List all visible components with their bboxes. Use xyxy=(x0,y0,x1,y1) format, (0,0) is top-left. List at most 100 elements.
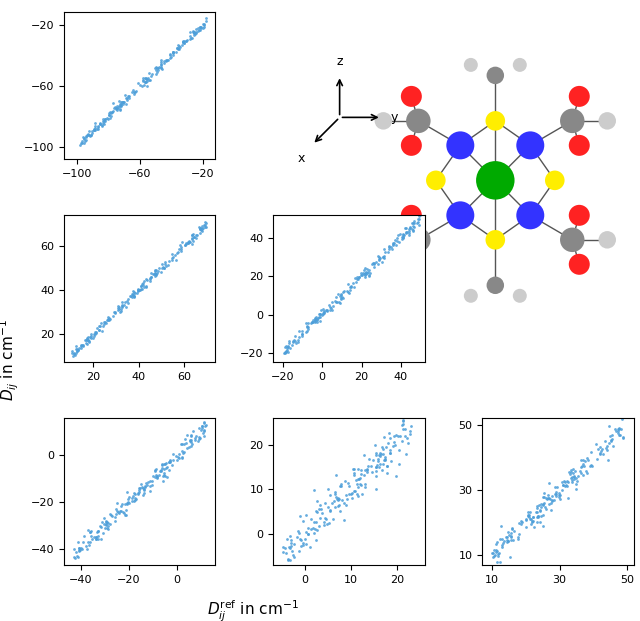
Point xyxy=(503,536,513,546)
Point xyxy=(99,514,109,524)
Point xyxy=(495,556,505,566)
Point xyxy=(581,466,591,476)
Point xyxy=(294,561,304,571)
Point xyxy=(103,114,113,124)
Point xyxy=(324,489,335,499)
Point xyxy=(99,116,109,125)
Point xyxy=(200,217,211,227)
Point xyxy=(392,233,402,243)
Point xyxy=(546,498,556,508)
Point xyxy=(134,483,144,492)
Point xyxy=(377,442,387,452)
Point xyxy=(326,303,336,313)
Point xyxy=(97,517,108,527)
Point xyxy=(129,291,139,301)
Point xyxy=(577,458,588,468)
Point xyxy=(70,350,80,360)
Point xyxy=(348,486,358,496)
Point xyxy=(100,114,111,124)
Circle shape xyxy=(569,205,590,226)
Circle shape xyxy=(598,231,616,248)
Point xyxy=(82,333,92,343)
Point xyxy=(129,89,140,99)
Point xyxy=(360,270,370,280)
Point xyxy=(112,497,122,507)
Point xyxy=(195,22,205,32)
Point xyxy=(106,111,116,121)
Point xyxy=(159,464,170,474)
Point xyxy=(378,252,388,261)
Point xyxy=(336,294,346,304)
Point xyxy=(82,338,92,348)
Point xyxy=(405,223,415,233)
Point xyxy=(83,335,93,345)
Point xyxy=(502,535,513,545)
Point xyxy=(135,483,145,492)
Point xyxy=(189,28,200,38)
Point xyxy=(499,536,509,546)
Point xyxy=(330,296,340,306)
Point xyxy=(168,455,178,465)
Point xyxy=(580,456,590,466)
Point xyxy=(493,549,503,559)
Point xyxy=(319,309,329,319)
Point xyxy=(602,443,612,453)
Point xyxy=(104,314,115,324)
Point xyxy=(112,105,122,115)
Point xyxy=(105,519,115,529)
Point xyxy=(307,317,317,327)
Point xyxy=(85,527,95,537)
Point xyxy=(158,459,168,469)
Point xyxy=(116,306,126,316)
Point xyxy=(99,321,109,331)
Circle shape xyxy=(516,132,544,160)
Point xyxy=(341,489,351,499)
Point xyxy=(528,516,538,526)
Point xyxy=(150,464,161,474)
Point xyxy=(382,461,392,471)
Point xyxy=(189,435,200,445)
Point xyxy=(159,56,170,66)
Point xyxy=(116,505,126,515)
Point xyxy=(198,428,209,438)
Point xyxy=(385,448,396,458)
Point xyxy=(558,480,568,490)
Point xyxy=(283,342,293,352)
Point xyxy=(130,87,140,97)
Point xyxy=(356,480,366,490)
Point xyxy=(74,343,84,353)
Point xyxy=(333,495,343,505)
Point xyxy=(384,242,394,252)
Point xyxy=(331,470,341,480)
Point xyxy=(492,546,502,556)
Point xyxy=(99,317,109,327)
Point xyxy=(385,433,396,443)
Point xyxy=(281,347,291,356)
Point xyxy=(198,224,208,233)
Point xyxy=(355,479,365,489)
Point xyxy=(316,504,326,514)
Point xyxy=(349,468,359,478)
Point xyxy=(189,27,199,37)
Point xyxy=(77,137,87,147)
Point xyxy=(607,430,617,440)
Point xyxy=(526,514,536,524)
Point xyxy=(317,310,328,320)
Point xyxy=(404,430,415,440)
Point xyxy=(353,274,363,284)
Circle shape xyxy=(401,205,422,226)
Point xyxy=(528,512,538,522)
Point xyxy=(388,238,398,248)
Point xyxy=(309,517,319,527)
Point xyxy=(532,501,542,510)
Point xyxy=(280,342,291,352)
Point xyxy=(294,332,304,342)
Point xyxy=(124,93,134,103)
Point xyxy=(181,238,191,248)
Point xyxy=(490,545,500,555)
Point xyxy=(572,476,582,486)
Point xyxy=(108,311,118,321)
Point xyxy=(198,23,209,33)
Point xyxy=(122,296,132,306)
Point xyxy=(598,449,609,459)
